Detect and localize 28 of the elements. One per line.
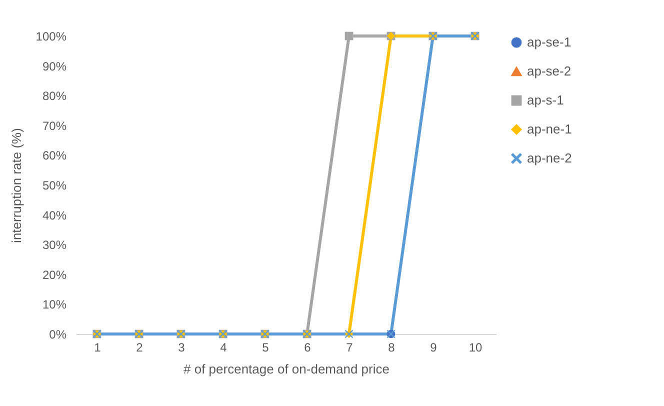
y-tick-label: 20% (42, 268, 67, 282)
legend-label: ap-s-1 (527, 92, 564, 108)
x-tick-label: 6 (304, 340, 312, 354)
y-tick-label: 40% (42, 208, 67, 222)
x-tick-label: 1 (94, 340, 102, 354)
y-tick-label: 80% (42, 89, 67, 104)
x-tick-label: 7 (346, 340, 354, 354)
y-tick-label: 30% (42, 238, 67, 252)
y-tick-label: 70% (42, 118, 67, 133)
y-tick-label: 90% (42, 59, 67, 74)
y-tick-label: 0% (49, 328, 67, 342)
legend-label: ap-ne-1 (527, 122, 572, 136)
x-tick-label: 4 (220, 340, 228, 354)
legend-label: ap-se-1 (527, 34, 572, 50)
x-tick-label: 3 (178, 340, 186, 354)
y-axis-title: interruption rate (%) (8, 128, 24, 243)
x-tick-label: 2 (136, 340, 144, 354)
x-tick-label: 5 (262, 340, 270, 354)
legend-label: ap-ne-2 (527, 150, 572, 166)
y-tick-label: 50% (42, 178, 67, 192)
y-tick-label: 100% (36, 30, 67, 44)
legend-label: ap-se-2 (527, 64, 572, 78)
x-tick-label: 8 (388, 340, 396, 354)
y-tick-label: 60% (42, 148, 67, 163)
y-tick-label: 10% (42, 298, 67, 312)
x-tick-label: 10 (468, 340, 482, 354)
x-tick-label: 9 (430, 340, 438, 354)
x-axis-title: # of percentage of on-demand price (184, 362, 390, 376)
